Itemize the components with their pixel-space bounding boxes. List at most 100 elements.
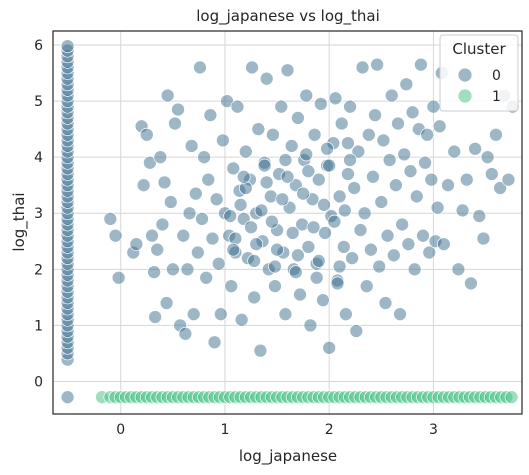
- cluster-0-point: [209, 192, 224, 207]
- cluster-0-point: [233, 197, 248, 212]
- cluster-0-point: [60, 390, 75, 405]
- cluster-0-point: [201, 172, 216, 187]
- cluster-0-point: [266, 127, 280, 142]
- legend-marker-1: [457, 88, 473, 104]
- y-tick-label: 5: [34, 94, 43, 110]
- cluster-0-point: [238, 181, 253, 195]
- cluster-0-point: [223, 209, 238, 223]
- cluster-0-point: [155, 217, 170, 232]
- cluster-0-point: [278, 153, 293, 167]
- cluster-0-point: [328, 91, 343, 106]
- cluster-0-point: [393, 307, 407, 322]
- y-tick-label: 1: [34, 318, 43, 334]
- legend: Cluster 0 1: [439, 34, 519, 112]
- cluster-0-point: [301, 164, 316, 179]
- cluster-0-point: [186, 307, 201, 322]
- cluster-0-point: [414, 57, 428, 72]
- cluster-0-point: [244, 220, 258, 235]
- cluster-0-point: [182, 206, 197, 221]
- cluster-0-point: [337, 203, 352, 218]
- cluster-0-point: [270, 242, 284, 257]
- legend-title: Cluster: [452, 40, 506, 58]
- cluster-0-point: [139, 127, 154, 142]
- cluster-0-point: [203, 108, 218, 122]
- cluster-0-point: [296, 186, 310, 201]
- cluster-0-point: [247, 290, 261, 305]
- cluster-0-point: [464, 276, 478, 291]
- cluster-0-point: [291, 111, 305, 125]
- y-tick-label: 2: [34, 262, 43, 278]
- cluster-0-point: [472, 209, 487, 223]
- cluster-0-point: [397, 147, 412, 162]
- cluster-0-point: [332, 189, 347, 204]
- cluster-0-point: [334, 116, 349, 131]
- cluster-0-point: [247, 254, 261, 268]
- cluster-0-point: [351, 144, 366, 159]
- cluster-0-point: [184, 139, 199, 153]
- cluster-0-point: [268, 259, 282, 274]
- legend-marker-0: [457, 67, 473, 83]
- cluster-0-point: [403, 164, 418, 179]
- cluster-0-point: [311, 172, 326, 187]
- cluster-0-point: [257, 158, 272, 173]
- cluster-0-point: [349, 324, 364, 338]
- x-tick-label: 0: [116, 422, 125, 438]
- cluster-0-point: [168, 116, 182, 131]
- cluster-0-point: [374, 195, 389, 209]
- cluster-0-point: [207, 335, 222, 350]
- cluster-0-point: [195, 212, 209, 226]
- cluster-0-point: [430, 200, 445, 215]
- cluster-0-point: [339, 307, 353, 322]
- cluster-0-point: [145, 228, 159, 243]
- cluster-0-point: [249, 237, 264, 251]
- cluster-0-point: [129, 237, 144, 251]
- chart-title: log_japanese vs log_thai: [196, 7, 380, 26]
- cluster-0-point: [216, 133, 230, 148]
- cluster-0-point: [353, 223, 368, 237]
- cluster-0-point: [330, 276, 345, 291]
- cluster-0-point: [299, 147, 314, 162]
- cluster-0-point: [455, 203, 470, 218]
- cluster-0-point: [484, 167, 499, 181]
- cluster-0-point: [436, 237, 451, 251]
- cluster-0-point: [265, 214, 279, 229]
- cluster-0-point: [284, 139, 299, 153]
- cluster-0-point: [343, 99, 357, 114]
- y-tick-label: 6: [34, 38, 43, 54]
- cluster-0-point: [418, 155, 432, 170]
- cluster-0-point: [103, 212, 118, 226]
- cluster-0-point: [451, 262, 466, 277]
- cluster-0-point: [278, 307, 293, 322]
- cluster-0-point: [176, 228, 191, 243]
- cluster-0-point: [245, 60, 259, 75]
- cluster-0-point: [254, 203, 269, 218]
- cluster-0-point: [224, 279, 239, 293]
- cluster-0-point: [226, 161, 241, 176]
- cluster-0-point: [228, 231, 243, 246]
- cluster-0-point: [303, 318, 318, 333]
- cluster-0-point: [476, 231, 491, 246]
- cluster-0-point: [285, 226, 300, 240]
- cluster-0-point: [311, 254, 326, 268]
- cluster-0-point: [366, 169, 380, 184]
- cluster-0-point: [299, 88, 314, 103]
- cluster-0-point: [320, 141, 334, 156]
- cluster-0-point: [493, 181, 507, 195]
- cluster-0-point: [382, 153, 397, 167]
- y-tick-label: 3: [34, 206, 43, 222]
- cluster-0-point: [306, 220, 321, 235]
- y-tick-label: 4: [34, 150, 43, 166]
- cluster-0-point: [468, 141, 482, 156]
- cluster-0-point: [441, 178, 455, 193]
- cluster-0-point: [251, 122, 266, 136]
- cluster-0-point: [314, 97, 328, 111]
- cluster-0-point: [359, 279, 374, 293]
- cluster-0-point: [301, 240, 316, 254]
- cluster-0-point: [211, 256, 226, 271]
- cluster-0-point: [432, 119, 447, 134]
- legend-label-0: 0: [492, 68, 501, 84]
- cluster-0-point: [230, 99, 245, 114]
- x-tick-label: 2: [325, 422, 334, 438]
- cluster-0-point: [401, 237, 416, 251]
